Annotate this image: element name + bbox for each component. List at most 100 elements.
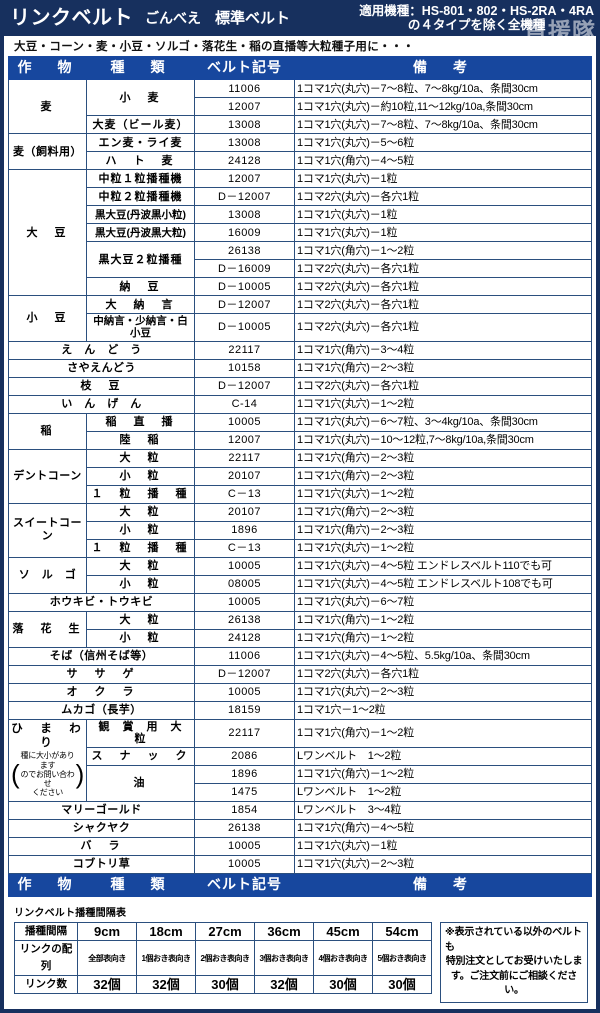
kind-cell: 中粒２粒播種機: [86, 187, 195, 207]
col-header-kind: 種 類: [86, 55, 195, 81]
col-footer-kind: 種 類: [86, 872, 195, 898]
crop-cell: そば（信州そば等）: [8, 646, 195, 666]
interval-row-label: 播種間隔: [14, 922, 78, 942]
arrangement-value: 3個おき表向き: [254, 940, 314, 977]
remarks-cell: 1コマ1穴(丸穴)－4～5粒 エンドレスベルト108でも可: [294, 574, 592, 594]
remarks-cell: 1コマ2穴(丸穴)－各穴1粒: [294, 376, 592, 396]
kind-cell: エン麦・ライ麦: [86, 133, 195, 153]
crop-name: ひ ま わ り: [11, 722, 99, 749]
belt-code-cell: 12007: [194, 97, 295, 117]
remarks-cell: 1コマ1穴(丸穴)－10～12粒,7～8kg/10a,条間30cm: [294, 430, 592, 450]
kind-cell: １ 粒 播 種: [86, 538, 195, 558]
crop-cell: 落 花 生: [8, 610, 87, 648]
remarks-cell: 1コマ1穴－1～2粒: [294, 700, 592, 720]
crop-note-l2: のでお問い合わせ: [20, 769, 75, 789]
belt-code-cell: D－16009: [194, 259, 295, 279]
table-row: 小 粒 1896 1コマ1穴(角穴)－2～3粒: [9, 520, 592, 540]
table-row: バ ラ 10005 1コマ1穴(丸穴)－1粒: [8, 836, 592, 856]
remarks-cell: 1コマ1穴(丸穴)－2～3粒: [294, 682, 592, 702]
table-row: 小 豆大 納 言 D－12007 1コマ2穴(丸穴)－各穴1粒: [8, 295, 592, 342]
belt-code-cell: 22117: [194, 718, 295, 748]
col-header-crop: 作 物: [8, 55, 87, 81]
interval-table: 播種間隔 9cm 18cm 27cm 36cm 45cm 54cm リンクの配列 全部表向き 1個…: [14, 922, 432, 995]
kind-cell: １ 粒 播 種: [86, 484, 195, 504]
belt-code-cell: 22117: [194, 340, 295, 360]
belt-code-cell: D－10005: [194, 313, 295, 342]
kind-cell: 大 納 言: [86, 295, 195, 315]
remarks-cell: 1コマ2穴(丸穴)－各穴1粒: [294, 187, 592, 207]
crop-cell: さやえんどう: [8, 358, 195, 378]
link-count-value: 32個: [136, 975, 196, 995]
belt-code-cell: D－10005: [194, 277, 295, 297]
interval-row-label: リンク数: [14, 975, 78, 995]
table-row: 陸 稲 12007 1コマ1穴(丸穴)－10～12粒,7～8kg/10a,条間30c…: [9, 430, 592, 450]
crop-cell: オ ク ラ: [8, 682, 195, 702]
remarks-cell: 1コマ1穴(角穴)－2～3粒: [294, 448, 592, 468]
remarks-cell: 1コマ1穴(丸穴)－1粒: [294, 836, 592, 856]
table-row: デントコーン大 粒 22117 1コマ1穴(角穴)－2～3粒: [8, 448, 592, 504]
crop-cell: バ ラ: [8, 836, 195, 856]
remarks-cell: 1コマ1穴(丸穴)－7～8粒、7～8kg/10a、条間30cm: [294, 115, 592, 135]
table-row: マリーゴールド 1854 Lワンベルト 3～4粒: [8, 800, 592, 820]
table-row: 落 花 生大 粒 26138 1コマ1穴(角穴)－1～2粒: [8, 610, 592, 648]
interval-section: リンクベルト播種間隔表 播種間隔 9cm 18cm 27cm 36cm 45cm 54cm リ…: [8, 904, 592, 1003]
crop-cell: マリーゴールド: [8, 800, 195, 820]
table-row: 油 1896 1コマ1穴(角穴)－1～2粒: [9, 764, 592, 802]
table-row: １ 粒 播 種 C－13 1コマ1穴(丸穴)－1～2粒: [9, 538, 592, 558]
kind-cell: 観 賞 用 大 粒: [86, 718, 195, 748]
interval-value: 18cm: [136, 922, 196, 942]
table-row: スイートコーン大 粒 20107 1コマ1穴(角穴)－2～3粒: [8, 502, 592, 558]
crop-cell: え ん ど う: [8, 340, 195, 360]
table-row: 黒大豆(丹波黒大粒) 16009 1コマ1穴(丸穴)－1粒: [9, 223, 592, 243]
kind-cell: 大 粒: [86, 610, 195, 630]
col-header-note: 備 考: [294, 55, 592, 81]
kind-cell: 大 粒: [86, 502, 195, 522]
col-footer-belt: ベルト記号: [194, 872, 295, 898]
table-row: オ ク ラ 10005 1コマ1穴(丸穴)－2～3粒: [8, 682, 592, 702]
table-row: サ サ ゲ D－12007 1コマ2穴(丸穴)－各穴1粒: [8, 664, 592, 684]
belt-code-cell: 11006: [194, 646, 295, 666]
belt-table-foot: 作 物 種 類 ベルト記号 備 考: [8, 872, 592, 898]
interval-value: 36cm: [254, 922, 314, 942]
kind-cell: 中納言・少納言・白小豆: [86, 313, 195, 342]
remarks-cell: 1コマ2穴(丸穴)－各穴1粒: [294, 277, 592, 297]
arrangement-value: 全部表向き: [77, 940, 137, 977]
remarks-cell: 1コマ1穴(角穴)－2～3粒: [294, 466, 592, 486]
belt-code-cell: 20107: [194, 466, 295, 486]
belt-code-cell: 1896: [194, 520, 295, 540]
table-row: 小 粒 24128 1コマ1穴(角穴)－1～2粒: [9, 628, 592, 648]
arrangement-value: 5個おき表向き: [372, 940, 432, 977]
crop-cell: 枝 豆: [8, 376, 195, 396]
kind-cell: 小 粒: [86, 520, 195, 540]
belt-code-cell: 10005: [194, 836, 295, 856]
kind-cell: 小 粒: [86, 574, 195, 594]
table-row: 1475 Lワンベルト 1～2粒: [9, 782, 592, 802]
remarks-cell: 1コマ1穴(丸穴)－6～7粒: [294, 592, 592, 612]
remarks-cell: 1コマ1穴(丸穴)－1粒: [294, 223, 592, 243]
remarks-cell: 1コマ1穴(丸穴)－4～5粒 エンドレスベルト110でも可: [294, 556, 592, 576]
paren-left-icon: (: [11, 759, 20, 790]
belt-code-cell: 10005: [194, 682, 295, 702]
remarks-cell: 1コマ1穴(角穴)－1～2粒: [294, 241, 592, 261]
interval-row: 播種間隔 9cm 18cm 27cm 36cm 45cm 54cm リンクの配列 全部表向き 1個…: [14, 922, 588, 1003]
belt-code-cell: C－13: [194, 538, 295, 558]
belt-code-cell: 12007: [194, 430, 295, 450]
col-header-belt: ベルト記号: [194, 55, 295, 81]
remarks-cell: 1コマ2穴(丸穴)－各穴1粒: [294, 664, 592, 684]
table-row: 麦（飼料用） エン麦・ライ麦 13008 1コマ1穴(丸穴)－5～6粒: [8, 133, 592, 171]
belt-code-cell: 20107: [194, 502, 295, 522]
table-row: 小 粒 20107 1コマ1穴(角穴)－2～3粒: [9, 466, 592, 486]
special-order-note: ※表示されている以外のベルトも 特別注文としてお受けいたしま す。ご注文前にご相…: [440, 922, 588, 1003]
kind-cell: 黒大豆(丹波黒大粒): [86, 223, 195, 243]
link-count-value: 30個: [195, 975, 255, 995]
remarks-cell: 1コマ1穴(角穴)－1～2粒: [294, 764, 592, 784]
table-row: 中納言・少納言・白小豆 D－10005 1コマ2穴(丸穴)－各穴1粒: [9, 313, 592, 342]
belt-code-cell: 1896: [194, 764, 295, 784]
remarks-cell: 1コマ1穴(丸穴)－1～2粒: [294, 484, 592, 504]
belt-table: 作 物 種 類 ベルト記号 備 考 麦小 麦 11006 1コマ1穴(丸穴)－7～8…: [8, 55, 592, 898]
belt-code-cell: 26138: [194, 241, 295, 261]
remarks-cell: 1コマ1穴(角穴)－2～3粒: [294, 358, 592, 378]
belt-code-cell: 11006: [194, 79, 295, 99]
product-subtitle: 標準ベルト: [215, 9, 291, 27]
belt-code-cell: 08005: [194, 574, 295, 594]
